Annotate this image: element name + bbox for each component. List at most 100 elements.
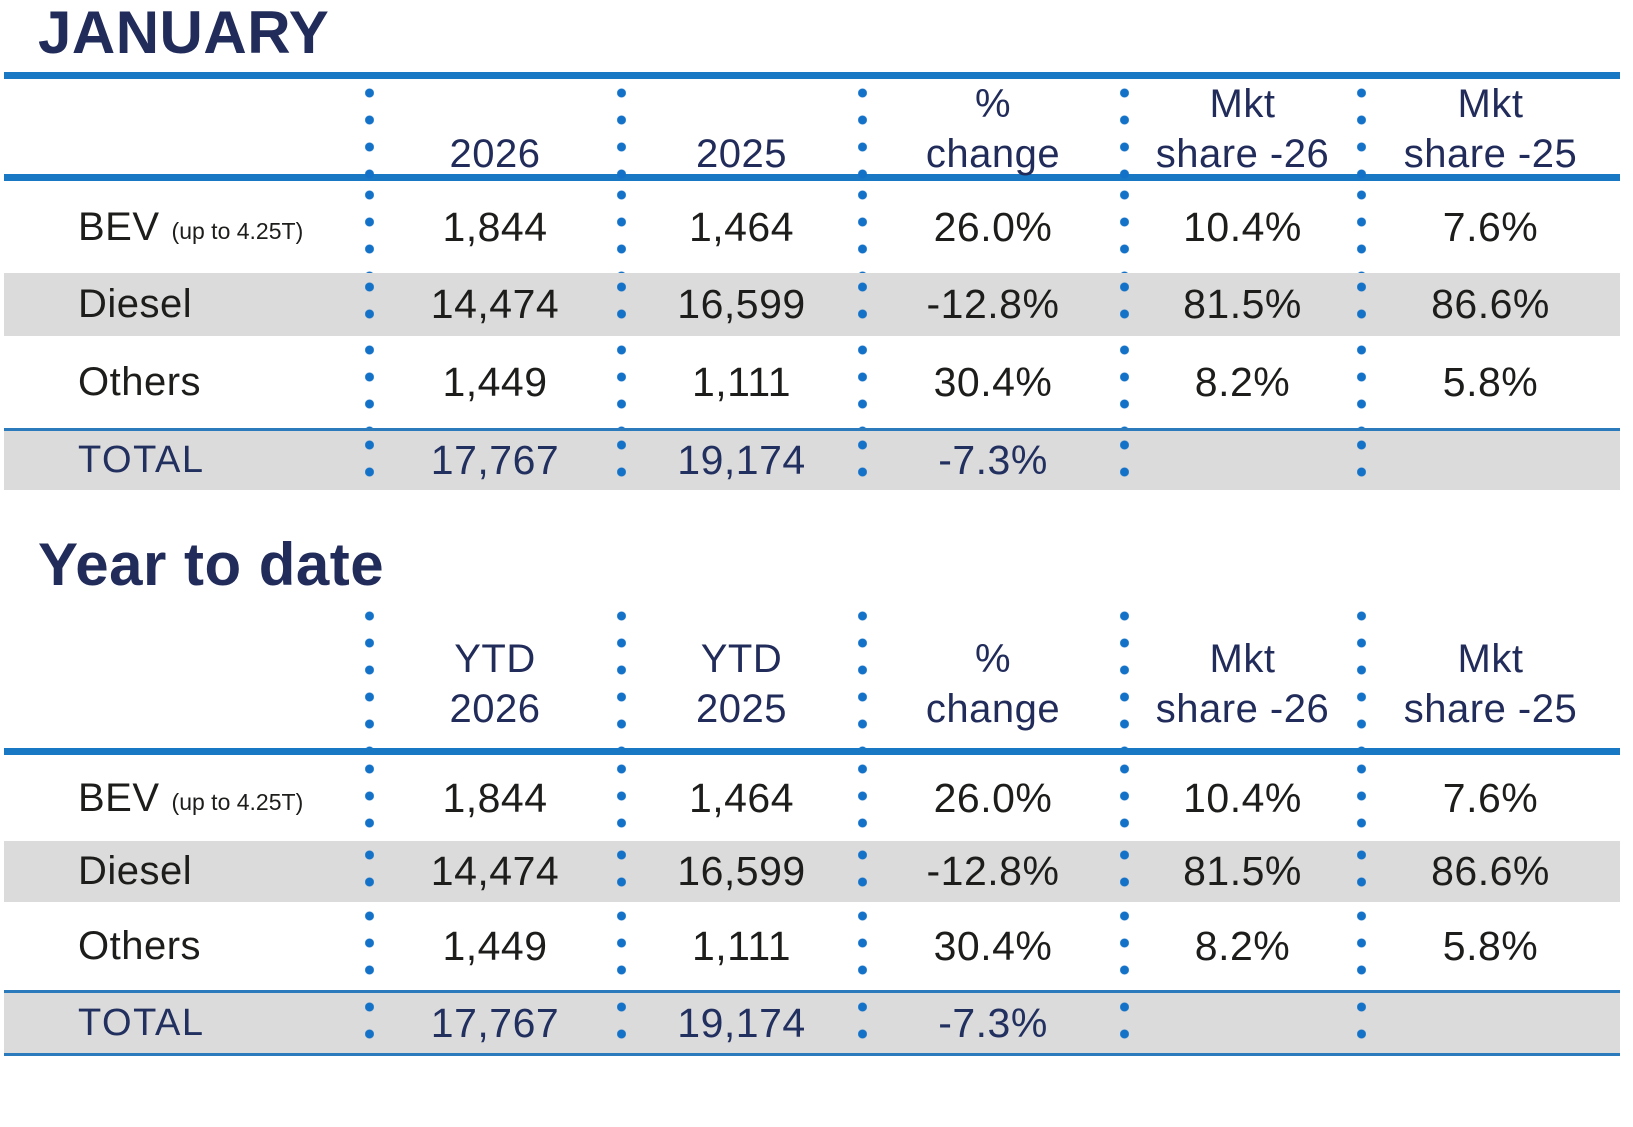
header-line-bottom: share -25 xyxy=(1403,687,1578,731)
table-row-diesel: Diesel 14,474 16,599 -12.8% 81.5% 86.6% xyxy=(4,841,1620,902)
header-cell-mkt-share-26: Mkt share -26 xyxy=(1120,602,1361,748)
january-table-title: JANUARY xyxy=(38,0,330,66)
table-row-bev: BEV (up to 4.25T) 1,844 1,464 26.0% 10.4… xyxy=(4,181,1620,273)
row-label-cell: TOTAL xyxy=(4,993,369,1053)
header-line-top: % xyxy=(974,82,1012,126)
header-cell-empty xyxy=(4,79,369,193)
value-cell-ytd-2026: 1,844 xyxy=(365,755,621,841)
value-cell-ytd-2025: 1,111 xyxy=(617,902,862,990)
row-label: BEV xyxy=(78,204,160,249)
header-line-top: YTD xyxy=(454,637,536,681)
value-cell-2025: 1,111 xyxy=(617,336,862,428)
row-label: Diesel xyxy=(78,282,193,326)
january-header-row: 2026 2025 % change Mkt share -26 Mkt sha… xyxy=(4,79,1620,193)
value-cell-pct-change: -12.8% xyxy=(858,841,1124,902)
value-cell-ytd-2026: 14,474 xyxy=(365,841,621,902)
value-cell-mkt-share-26 xyxy=(1120,431,1361,490)
value-cell-mkt-share-26: 8.2% xyxy=(1120,336,1361,428)
row-label: BEV xyxy=(78,775,160,820)
table-row-bev: BEV (up to 4.25T) 1,844 1,464 26.0% 10.4… xyxy=(4,755,1620,841)
total-label: TOTAL xyxy=(78,439,205,481)
value-cell-pct-change: 26.0% xyxy=(858,181,1124,273)
value-cell-mkt-share-25: 86.6% xyxy=(1357,273,1620,336)
value-cell-mkt-share-25: 5.8% xyxy=(1357,902,1620,990)
value-cell-pct-change: 26.0% xyxy=(858,755,1124,841)
header-cell-pct-change: % change xyxy=(858,602,1124,748)
header-line-bottom: share -25 xyxy=(1403,132,1578,176)
header-cell-mkt-share-26: Mkt share -26 xyxy=(1120,79,1361,193)
value-cell-ytd-2025: 16,599 xyxy=(617,841,862,902)
value-cell-2026: 1,844 xyxy=(365,181,621,273)
header-cell-2026: 2026 xyxy=(365,79,621,193)
header-line-bottom: change xyxy=(925,132,1061,176)
value-cell-ytd-2025: 1,464 xyxy=(617,755,862,841)
value-cell-pct-change: -7.3% xyxy=(858,431,1124,490)
row-label-cell: Others xyxy=(4,902,369,990)
value-cell-mkt-share-26: 10.4% xyxy=(1120,181,1361,273)
value-cell-2025: 1,464 xyxy=(617,181,862,273)
value-cell-mkt-share-26: 10.4% xyxy=(1120,755,1361,841)
value-cell-2025: 16,599 xyxy=(617,273,862,336)
value-cell-mkt-share-26: 8.2% xyxy=(1120,902,1361,990)
table-row-others: Others 1,449 1,111 30.4% 8.2% 5.8% xyxy=(4,336,1620,428)
header-line-bottom: 2026 xyxy=(449,687,541,731)
value-cell-mkt-share-25: 86.6% xyxy=(1357,841,1620,902)
row-label-cell: BEV (up to 4.25T) xyxy=(4,755,369,841)
ytd-total-top-rule xyxy=(4,990,1620,993)
value-cell-2026: 1,449 xyxy=(365,336,621,428)
header-cell-mkt-share-25: Mkt share -25 xyxy=(1357,602,1620,748)
january-table-top-rule xyxy=(4,72,1620,79)
january-table: 2026 2025 % change Mkt share -26 Mkt sha… xyxy=(4,72,1620,490)
header-line-top: Mkt xyxy=(1209,82,1276,126)
value-cell-pct-change: 30.4% xyxy=(858,336,1124,428)
january-total-top-rule xyxy=(4,428,1620,431)
value-cell-ytd-2025: 19,174 xyxy=(617,993,862,1053)
value-cell-mkt-share-25: 5.8% xyxy=(1357,336,1620,428)
value-cell-mkt-share-25: 7.6% xyxy=(1357,181,1620,273)
value-cell-2026: 14,474 xyxy=(365,273,621,336)
header-cell-ytd-2026: YTD 2026 xyxy=(365,602,621,748)
row-label-cell: TOTAL xyxy=(4,431,369,490)
row-label-cell: Diesel xyxy=(4,841,369,902)
value-cell-2026: 17,767 xyxy=(365,431,621,490)
header-cell-pct-change: % change xyxy=(858,79,1124,193)
value-cell-pct-change: -12.8% xyxy=(858,273,1124,336)
header-line-bottom: 2026 xyxy=(449,132,541,176)
header-line-bottom: 2025 xyxy=(696,687,787,731)
header-line-top: % xyxy=(974,637,1012,681)
ytd-table-title: Year to date xyxy=(38,531,385,598)
table-row-others: Others 1,449 1,111 30.4% 8.2% 5.8% xyxy=(4,902,1620,990)
header-cell-2025: 2025 xyxy=(617,79,862,193)
value-cell-ytd-2026: 1,449 xyxy=(365,902,621,990)
value-cell-mkt-share-26 xyxy=(1120,993,1361,1053)
ytd-header-bottom-rule xyxy=(4,748,1620,755)
value-cell-ytd-2026: 17,767 xyxy=(365,993,621,1053)
row-label: Diesel xyxy=(78,849,193,893)
ytd-table: YTD 2026 YTD 2025 % change Mkt share -26… xyxy=(4,602,1620,1056)
row-label-cell: Diesel xyxy=(4,273,369,336)
row-label: Others xyxy=(78,359,202,404)
value-cell-mkt-share-25: 7.6% xyxy=(1357,755,1620,841)
table-row-total: TOTAL 17,767 19,174 -7.3% xyxy=(4,431,1620,490)
row-label: Others xyxy=(78,923,202,968)
header-cell-mkt-share-25: Mkt share -25 xyxy=(1357,79,1620,193)
header-line-top: Mkt xyxy=(1457,637,1524,681)
table-row-diesel: Diesel 14,474 16,599 -12.8% 81.5% 86.6% xyxy=(4,273,1620,336)
header-line-bottom: share -26 xyxy=(1155,687,1330,731)
header-line-bottom: share -26 xyxy=(1155,132,1330,176)
value-cell-mkt-share-25 xyxy=(1357,431,1620,490)
total-label: TOTAL xyxy=(78,1001,205,1044)
value-cell-mkt-share-26: 81.5% xyxy=(1120,273,1361,336)
row-label-note: (up to 4.25T) xyxy=(171,788,304,815)
header-line-top: Mkt xyxy=(1457,82,1524,126)
ytd-table-bottom-rule xyxy=(4,1053,1620,1056)
header-line-bottom: change xyxy=(925,687,1061,731)
value-cell-mkt-share-26: 81.5% xyxy=(1120,841,1361,902)
header-line-top: Mkt xyxy=(1209,637,1276,681)
value-cell-pct-change: -7.3% xyxy=(858,993,1124,1053)
table-row-total: TOTAL 17,767 19,174 -7.3% xyxy=(4,993,1620,1053)
header-cell-empty xyxy=(4,602,369,748)
value-cell-mkt-share-25 xyxy=(1357,993,1620,1053)
row-label-note: (up to 4.25T) xyxy=(171,217,304,244)
